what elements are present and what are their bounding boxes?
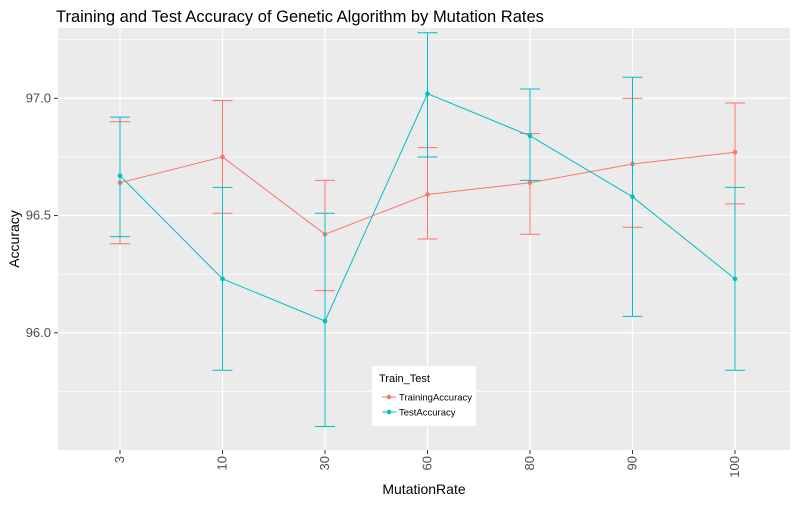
- legend-key-point: [386, 394, 392, 400]
- data-point: [322, 318, 328, 324]
- data-point: [425, 192, 430, 197]
- data-point: [527, 180, 533, 186]
- x-axis-label: MutationRate: [382, 481, 465, 497]
- x-tick-label: 10: [215, 456, 230, 470]
- series-layer: [110, 32, 745, 428]
- data-point: [732, 276, 738, 282]
- y-tick-label: 96.0: [26, 325, 51, 340]
- chart-title: Training and Test Accuracy of Genetic Al…: [56, 8, 544, 26]
- series-TestAccuracy: [110, 32, 745, 428]
- x-tick-label: 80: [522, 456, 537, 470]
- x-tick-label: 90: [625, 456, 640, 470]
- data-point: [630, 194, 635, 200]
- data-point: [527, 133, 533, 139]
- legend-items: TrainingAccuracy TestAccuracy: [382, 393, 472, 419]
- x-tick-label: 60: [420, 456, 435, 470]
- data-point: [732, 149, 738, 155]
- x-tick-label: 100: [727, 456, 742, 478]
- legend-label: TestAccuracy: [399, 408, 456, 419]
- y-tick-label: 97.0: [26, 90, 51, 105]
- x-axis: 3 10 30 60 80 90 100: [112, 450, 742, 478]
- data-point: [220, 154, 225, 160]
- y-tick-label: 96.5: [26, 208, 51, 223]
- data-point: [220, 276, 225, 282]
- x-tick-label: 30: [317, 456, 332, 470]
- legend: Train_Test TrainingAccuracy TestAccuracy: [372, 366, 476, 426]
- legend-label: TrainingAccuracy: [399, 393, 472, 404]
- data-point: [117, 173, 123, 178]
- y-axis-label: Accuracy: [6, 210, 22, 268]
- y-axis: 96.0 96.5 97.0: [26, 90, 58, 340]
- legend-title: Train_Test: [379, 373, 430, 385]
- x-tick-label: 3: [112, 456, 127, 463]
- data-point: [425, 91, 430, 96]
- legend-key-point: [386, 409, 392, 415]
